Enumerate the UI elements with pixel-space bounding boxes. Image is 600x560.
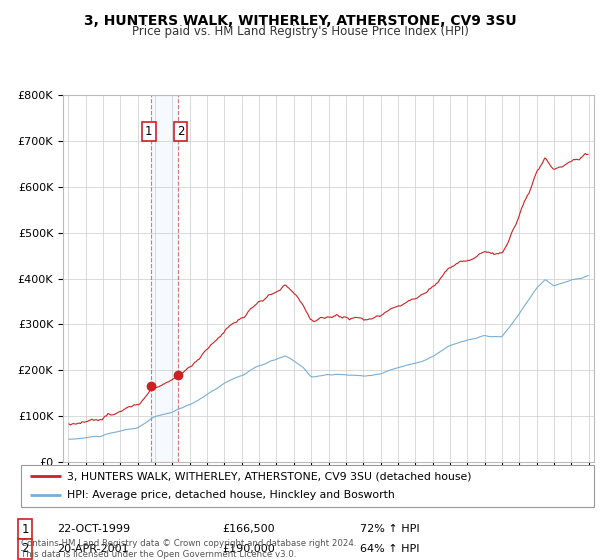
Text: £166,500: £166,500: [222, 524, 275, 534]
Text: HPI: Average price, detached house, Hinckley and Bosworth: HPI: Average price, detached house, Hinc…: [67, 491, 395, 501]
Text: 64% ↑ HPI: 64% ↑ HPI: [360, 544, 419, 554]
Text: 2: 2: [22, 542, 29, 556]
Text: 1: 1: [145, 125, 152, 138]
Text: 2: 2: [177, 125, 184, 138]
Text: 1: 1: [22, 522, 29, 536]
Text: Contains HM Land Registry data © Crown copyright and database right 2024.
This d: Contains HM Land Registry data © Crown c…: [21, 539, 356, 559]
Text: Price paid vs. HM Land Registry's House Price Index (HPI): Price paid vs. HM Land Registry's House …: [131, 25, 469, 38]
Text: 72% ↑ HPI: 72% ↑ HPI: [360, 524, 419, 534]
Text: £190,000: £190,000: [222, 544, 275, 554]
Text: 22-OCT-1999: 22-OCT-1999: [57, 524, 130, 534]
Text: 3, HUNTERS WALK, WITHERLEY, ATHERSTONE, CV9 3SU (detached house): 3, HUNTERS WALK, WITHERLEY, ATHERSTONE, …: [67, 471, 472, 481]
Text: 3, HUNTERS WALK, WITHERLEY, ATHERSTONE, CV9 3SU: 3, HUNTERS WALK, WITHERLEY, ATHERSTONE, …: [83, 14, 517, 28]
Text: 20-APR-2001: 20-APR-2001: [57, 544, 128, 554]
Bar: [151, 95, 178, 462]
